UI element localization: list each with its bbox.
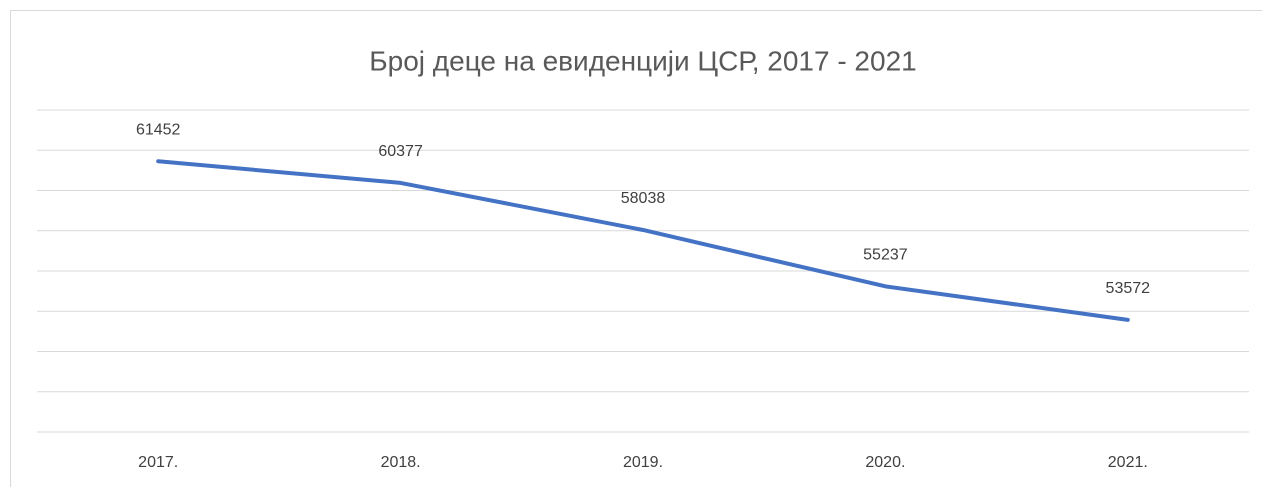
data-label: 58038 (621, 190, 666, 207)
data-line (156, 159, 1130, 322)
x-tick-label: 2018. (381, 454, 421, 471)
chart-title: Број деце на евиденцији ЦСР, 2017 - 2021 (369, 45, 916, 76)
data-label: 61452 (136, 121, 181, 138)
x-tick-label: 2017. (138, 454, 178, 471)
chart-frame (10, 10, 1262, 487)
x-tick-label: 2020. (865, 454, 905, 471)
data-label: 53572 (1106, 280, 1151, 297)
data-label: 55237 (863, 247, 908, 264)
x-tick-label: 2019. (623, 454, 663, 471)
data-label: 60377 (378, 143, 423, 160)
x-tick-label: 2021. (1108, 454, 1148, 471)
